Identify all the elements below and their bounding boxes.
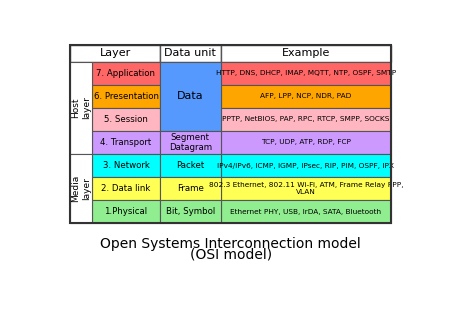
Bar [220,177,391,200]
Text: 2. Data link: 2. Data link [101,184,151,193]
Text: Data unit: Data unit [164,48,216,58]
Text: IPv4/IPv6, ICMP, IGMP, IPsec, RIP, PIM, OSPF, IPX: IPv4/IPv6, ICMP, IGMP, IPsec, RIP, PIM, … [217,162,394,169]
Bar [92,200,160,223]
Bar [220,131,391,154]
Text: Host
layer: Host layer [72,96,91,119]
Bar [160,45,220,62]
Bar [92,108,160,131]
Text: 7. Application: 7. Application [96,69,156,78]
Text: 6. Presentation: 6. Presentation [94,92,158,101]
Text: Ethernet PHY, USB, IrDA, SATA, Bluetooth: Ethernet PHY, USB, IrDA, SATA, Bluetooth [230,209,381,215]
Bar [70,45,391,223]
Text: (OSI model): (OSI model) [189,247,272,261]
Text: 5. Session: 5. Session [104,115,148,124]
Text: TCP, UDP, ATP, RDP, FCP: TCP, UDP, ATP, RDP, FCP [261,139,351,145]
Text: Example: Example [282,48,330,58]
Text: Packet: Packet [176,161,204,170]
Text: Data: Data [177,91,204,101]
Bar [220,154,391,177]
Bar [92,85,160,108]
Bar [220,62,391,85]
Bar [160,131,220,154]
Text: HTTP, DNS, DHCP, IMAP, MQTT, NTP, OSPF, SMTP: HTTP, DNS, DHCP, IMAP, MQTT, NTP, OSPF, … [216,70,396,76]
Bar [92,62,160,85]
Bar [92,131,160,154]
Bar [220,200,391,223]
Text: PPTP, NetBIOS, PAP, RPC, RTCP, SMPP, SOCKS: PPTP, NetBIOS, PAP, RPC, RTCP, SMPP, SOC… [222,117,390,122]
Text: Frame: Frame [177,184,204,193]
Text: AFP, LPP, NCP, NDR, PAD: AFP, LPP, NCP, NDR, PAD [260,93,351,99]
Bar [220,85,391,108]
Bar [160,62,220,131]
Text: 3. Network: 3. Network [103,161,149,170]
Text: Media
layer: Media layer [72,175,91,202]
Bar [70,45,160,62]
Bar [160,200,220,223]
Text: 802.3 Ethernet, 802.11 Wi-Fi, ATM, Frame Relay PPP,
VLAN: 802.3 Ethernet, 802.11 Wi-Fi, ATM, Frame… [208,182,403,195]
Text: Open Systems Interconnection model: Open Systems Interconnection model [100,237,361,251]
Bar [92,154,160,177]
Bar [70,154,92,223]
Bar [70,62,92,154]
Bar [160,154,220,177]
Bar [220,108,391,131]
Text: Bit, Symbol: Bit, Symbol [166,207,215,216]
Bar [92,177,160,200]
Text: 4. Transport: 4. Transport [100,138,152,147]
Bar [220,45,391,62]
Bar [160,177,220,200]
Text: 1.Physical: 1.Physical [104,207,148,216]
Text: Layer: Layer [99,48,131,58]
Text: Segment
Datagram: Segment Datagram [169,133,212,152]
